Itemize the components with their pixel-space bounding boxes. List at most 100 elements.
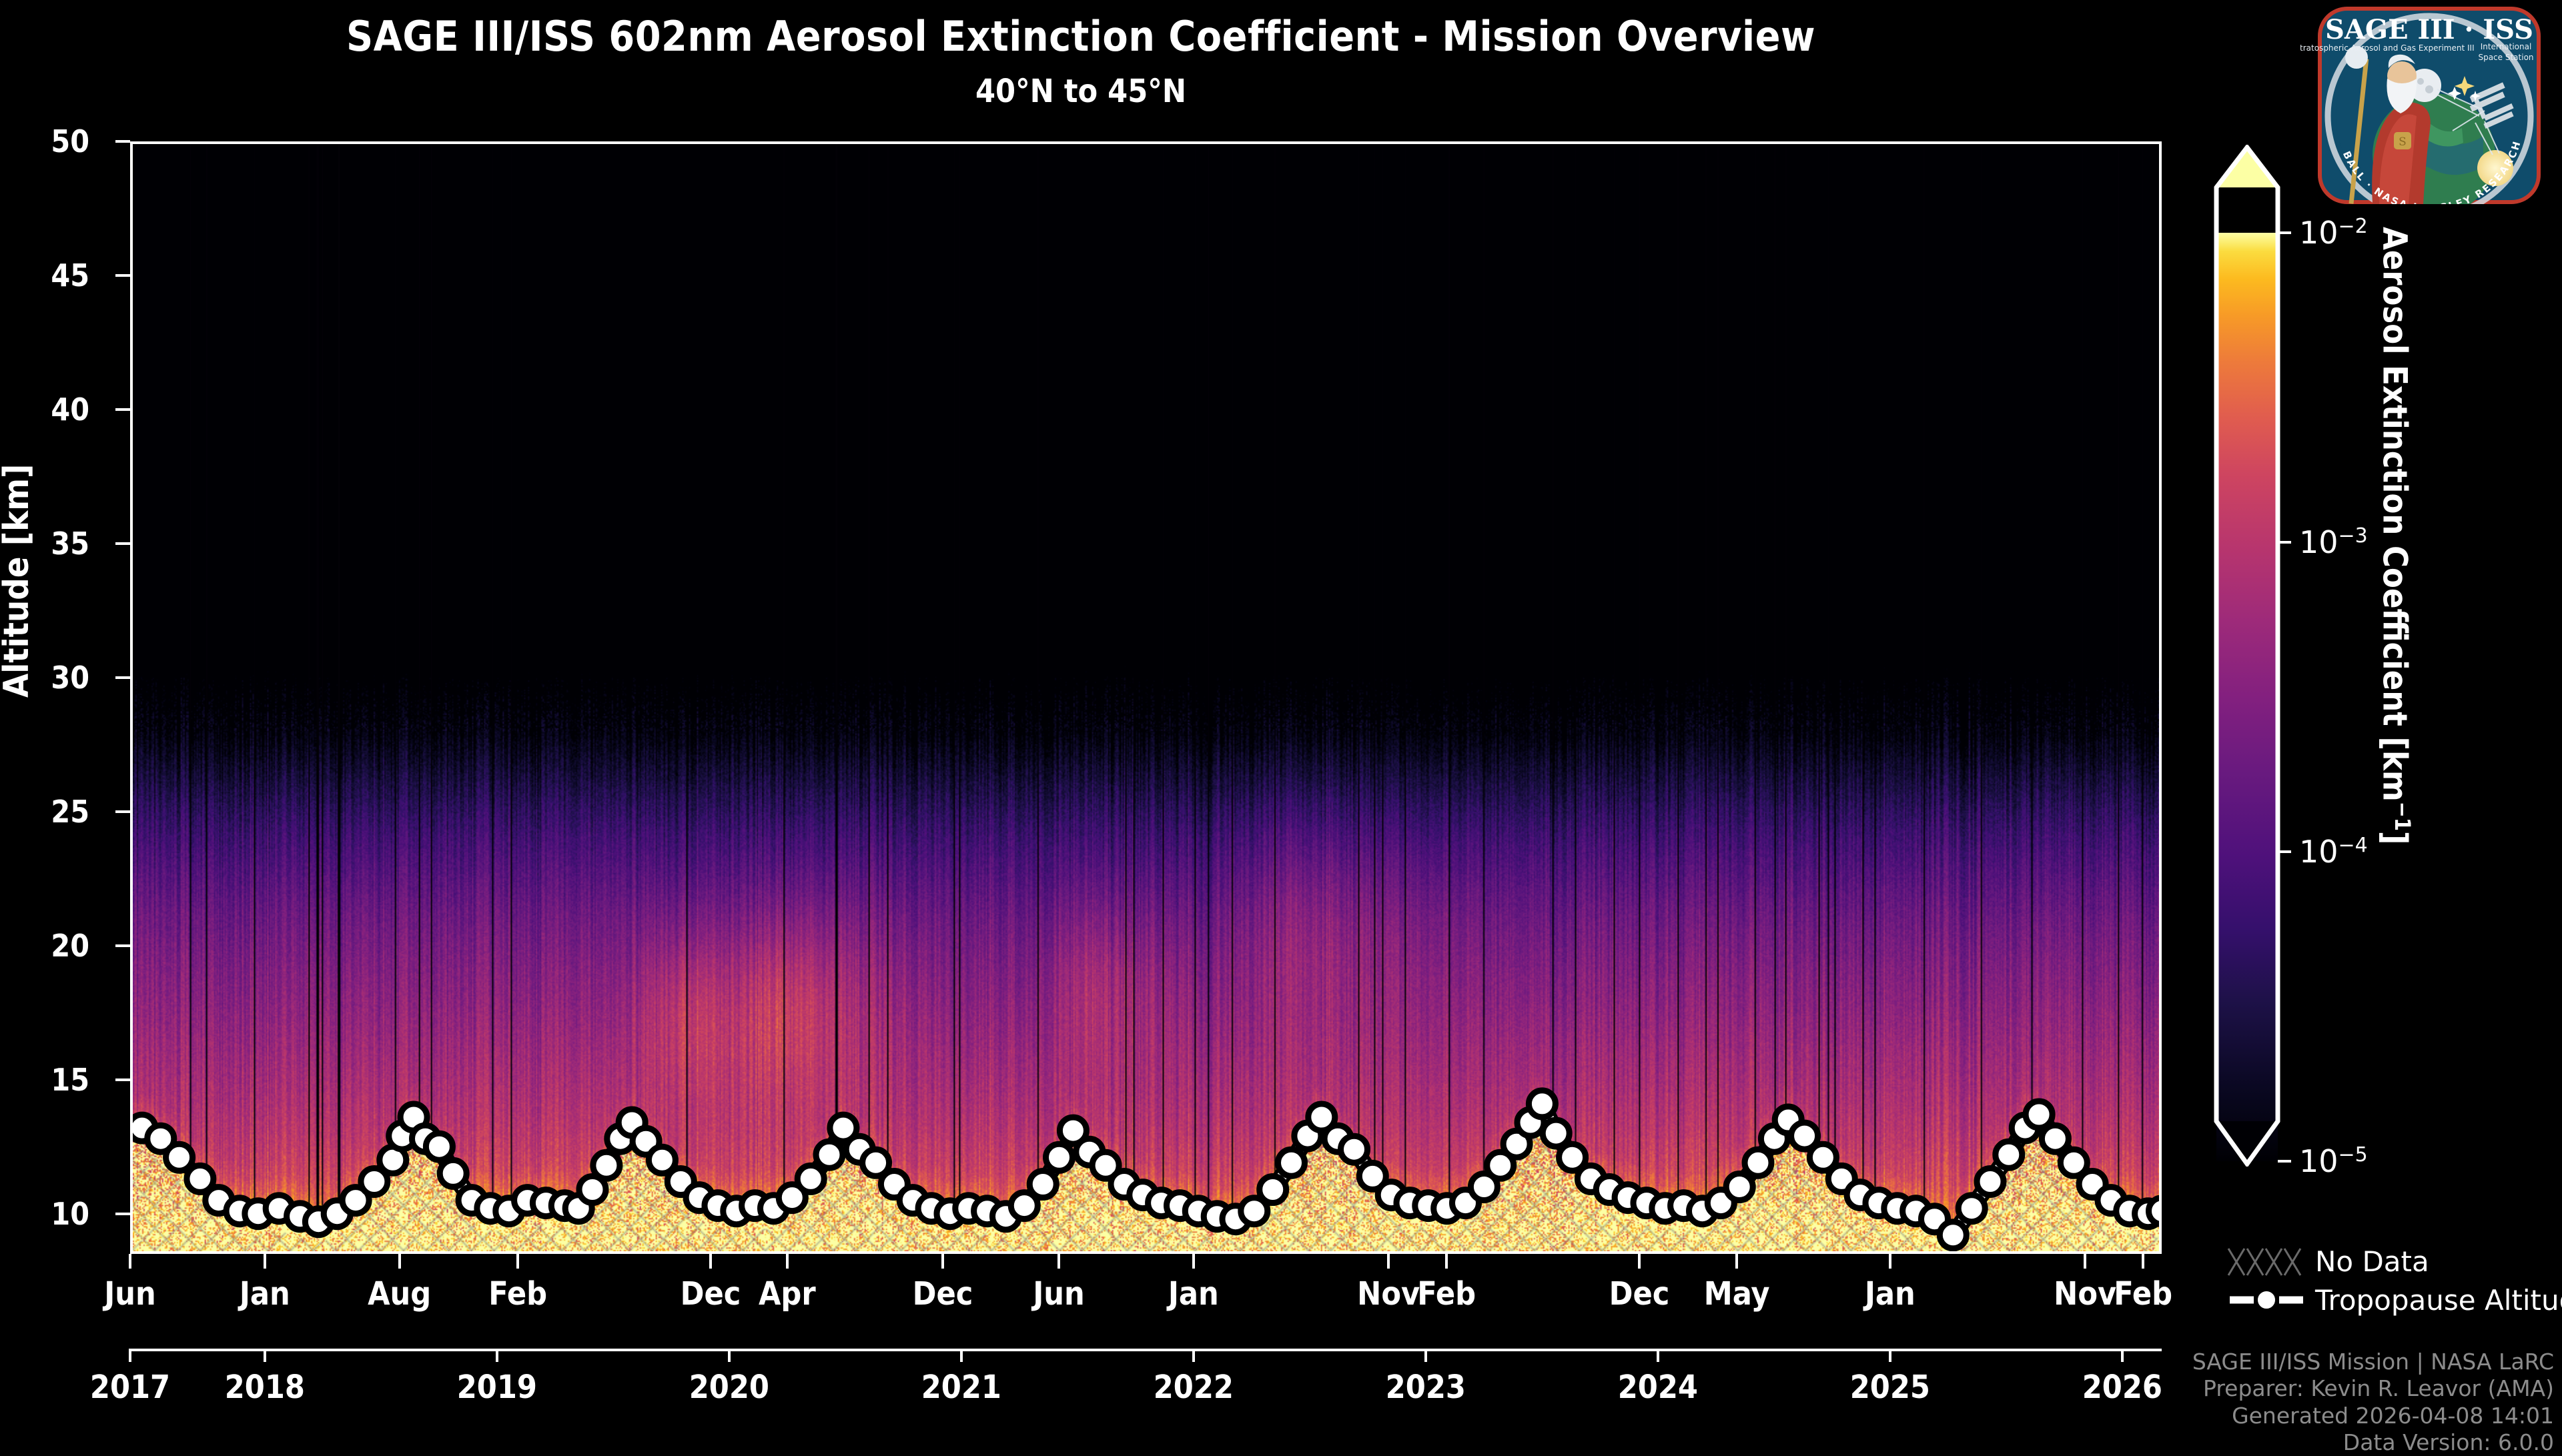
y-tick-label-10: 10: [51, 1195, 89, 1232]
year-tick-mark: [2120, 1349, 2124, 1362]
logo-subtitle-left: Stratospheric Aerosol and Gas Experiment…: [2300, 43, 2475, 53]
sage-iii-iss-mission-patch-logo: S BALL · NASA LANGLEY RESEARCH CENTER · …: [2294, 4, 2558, 204]
y-tick-label-20: 20: [51, 927, 89, 964]
tropopause-marker: [358, 1165, 391, 1198]
tropopause-marker: [1936, 1219, 1970, 1251]
y-tick-label-30: 30: [51, 659, 89, 696]
x-tick-mark: [516, 1254, 520, 1269]
year-axis-line: [130, 1349, 2162, 1351]
tropopause-marker: [2038, 1122, 2072, 1155]
tropopause-marker: [2057, 1146, 2090, 1179]
tropopause-marker: [794, 1162, 827, 1195]
tropopause-marker: [1723, 1171, 1756, 1203]
colorbar-outline: [2214, 145, 2280, 1167]
y-tick-label-50: 50: [51, 123, 89, 159]
tropopause-marker: [1484, 1149, 1517, 1182]
tropopause-marker: [2146, 1195, 2159, 1227]
tropopause-marker: [1007, 1189, 1041, 1223]
x-tick-label-6: Dec: [912, 1275, 973, 1313]
tropopause-marker: [183, 1162, 217, 1195]
tropopause-marker: [1539, 1117, 1573, 1150]
x-tick-label-10: Feb: [1417, 1275, 1476, 1313]
year-label-2020: 2020: [689, 1369, 769, 1406]
year-tick-mark: [129, 1349, 131, 1362]
tropopause-marker: [1338, 1133, 1370, 1166]
legend-label-tropopause: Tropopause Altitude: [2315, 1283, 2562, 1317]
x-tick-label-4: Dec: [680, 1275, 741, 1313]
colorbar-tick-mark: [2278, 231, 2291, 234]
year-label-2019: 2019: [456, 1369, 537, 1406]
tropopause-marker: [1026, 1168, 1059, 1201]
x-tick-label-9: Nov: [1357, 1275, 1420, 1313]
year-label-2021: 2021: [921, 1369, 1001, 1406]
y-tick-label-45: 45: [51, 257, 89, 293]
x-tick-mark: [1735, 1254, 1739, 1269]
tropopause-marker: [1556, 1141, 1589, 1174]
x-tick-label-3: Feb: [488, 1275, 548, 1313]
tropopause-line-icon: [2227, 1283, 2306, 1317]
year-tick-mark: [1424, 1349, 1427, 1362]
y-tick-mark: [115, 140, 130, 143]
x-tick-mark: [709, 1254, 712, 1269]
tropopause-marker: [436, 1157, 470, 1190]
colorbar-tick-mark: [2278, 850, 2291, 853]
tropopause-marker: [1741, 1146, 1775, 1179]
svg-text:S: S: [2399, 135, 2407, 149]
tropopause-marker: [1056, 1114, 1090, 1147]
tropopause-marker: [859, 1146, 893, 1179]
tropopause-marker: [827, 1111, 860, 1145]
tropopause-marker: [1256, 1173, 1290, 1206]
page-subtitle: 40°N to 45°N: [975, 73, 1186, 110]
tropopause-marker: [1806, 1141, 1839, 1174]
tropopause-marker: [590, 1149, 623, 1182]
x-tick-label-0: Jun: [104, 1275, 156, 1313]
logo-subtitle-right-1: International: [2481, 42, 2532, 51]
year-label-2026: 2026: [2082, 1369, 2162, 1406]
page-title: SAGE III/ISS 602nm Aerosol Extinction Co…: [346, 12, 1815, 61]
x-tick-mark: [1445, 1254, 1448, 1269]
year-tick-mark: [727, 1349, 731, 1362]
x-tick-label-7: Jun: [1033, 1275, 1085, 1313]
footer-line-generated: Generated 2026-04-08 14:01: [2232, 1402, 2554, 1429]
colorbar-tick-label: 10−5: [2299, 1143, 2368, 1180]
year-label-2017: 2017: [89, 1369, 171, 1406]
tropopause-marker: [1305, 1101, 1338, 1134]
year-tick-mark: [1888, 1349, 1891, 1362]
x-tick-label-1: Jan: [239, 1275, 290, 1313]
year-tick-mark: [1656, 1349, 1659, 1362]
tropopause-marker: [2022, 1098, 2056, 1131]
x-tick-mark: [941, 1254, 944, 1269]
year-label-2024: 2024: [1617, 1369, 1698, 1406]
tropopause-marker: [422, 1130, 456, 1163]
legend-label-no-data: No Data: [2315, 1245, 2429, 1278]
x-tick-label-13: Jan: [1864, 1275, 1915, 1313]
colorbar-tick-mark: [2278, 1160, 2291, 1163]
legend-item-no-data: No Data: [2227, 1242, 2561, 1281]
y-tick-mark: [115, 542, 130, 545]
x-tick-label-2: Aug: [368, 1275, 432, 1313]
title-block: SAGE III/ISS 602nm Aerosol Extinction Co…: [0, 12, 2162, 110]
x-tick-label-14: Nov: [2054, 1275, 2117, 1313]
x-tick-mark: [1057, 1254, 1060, 1269]
tropopause-marker: [339, 1184, 372, 1217]
tropopause-marker: [1275, 1146, 1308, 1179]
year-tick-mark: [495, 1349, 498, 1362]
colorbar-label: Aerosol Extinction Coefficient [km−1]: [2375, 227, 2415, 845]
tropopause-marker: [1955, 1192, 1988, 1225]
footer-line-data-version: Data Version: 6.0.0: [2342, 1429, 2554, 1455]
x-tick-label-5: Apr: [759, 1275, 816, 1313]
colorbar-tick-label: 10−3: [2299, 524, 2368, 561]
tropopause-marker: [1525, 1087, 1559, 1121]
plot-legend: No Data Tropopause Altitude: [2227, 1242, 2562, 1319]
tropopause-marker: [1974, 1165, 2007, 1198]
y-tick-mark: [115, 1212, 130, 1215]
colorbar-gradient: [2216, 233, 2278, 1161]
tropopause-marker: [1238, 1195, 1271, 1228]
x-tick-mark: [398, 1254, 401, 1269]
heatmap-plot-area: [130, 141, 2162, 1254]
x-tick-label-15: Feb: [2114, 1275, 2173, 1313]
x-tick-label-11: Dec: [1609, 1275, 1670, 1313]
colorbar-tick-label: 10−4: [2299, 833, 2368, 870]
y-tick-label-15: 15: [51, 1061, 89, 1098]
x-tick-mark: [2142, 1254, 2145, 1269]
